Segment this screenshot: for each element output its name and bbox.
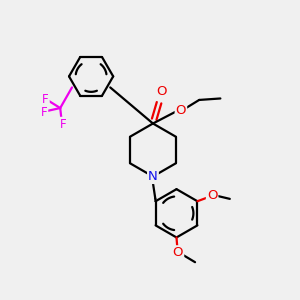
Text: F: F bbox=[41, 106, 47, 119]
Text: N: N bbox=[148, 170, 158, 183]
Text: F: F bbox=[60, 118, 67, 131]
Text: O: O bbox=[173, 246, 183, 259]
Text: O: O bbox=[176, 104, 186, 117]
Text: F: F bbox=[42, 93, 49, 106]
Text: O: O bbox=[207, 189, 217, 203]
Text: O: O bbox=[157, 85, 167, 98]
